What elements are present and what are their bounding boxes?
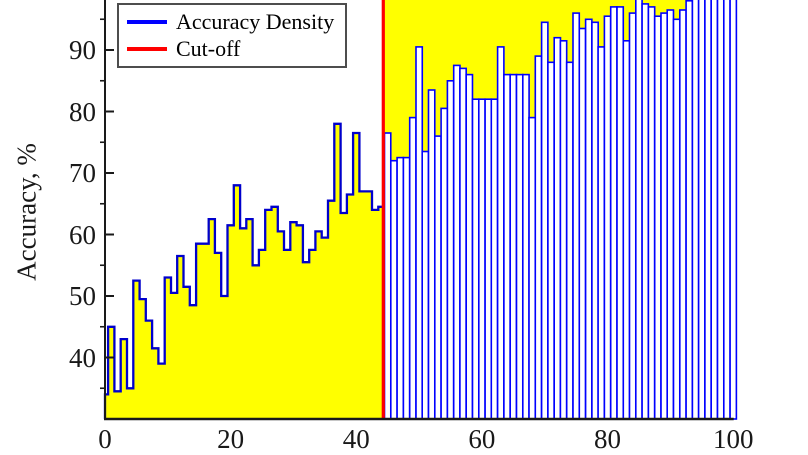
accuracy-bar — [666, 9, 675, 420]
accuracy-bar — [616, 6, 625, 420]
accuracy-bar — [528, 116, 537, 420]
accuracy-bar — [628, 12, 637, 420]
density-area-left — [105, 123, 384, 420]
accuracy-bar — [691, 0, 700, 420]
legend: Accuracy Density Cut-off — [117, 3, 347, 68]
accuracy-bar — [515, 73, 524, 420]
accuracy-bar — [622, 39, 631, 420]
accuracy-bar — [653, 15, 662, 420]
accuracy-bar — [477, 98, 486, 420]
legend-line-sample-red — [127, 46, 167, 51]
accuracy-bar — [559, 39, 568, 420]
accuracy-bar — [446, 80, 455, 420]
accuracy-bar — [465, 73, 474, 420]
accuracy-bar — [547, 61, 555, 420]
accuracy-bar — [484, 98, 493, 420]
y-tick-label: 80 — [69, 96, 96, 127]
y-tick-label: 90 — [69, 35, 96, 65]
accuracy-bar — [672, 18, 681, 420]
x-tick-label: 60 — [468, 424, 496, 454]
accuracy-bar — [421, 150, 430, 420]
accuracy-bar — [603, 15, 612, 420]
accuracy-bar — [402, 156, 411, 420]
accuracy-bar — [389, 159, 398, 420]
accuracy-bar — [578, 27, 587, 420]
accuracy-bar — [509, 73, 518, 420]
legend-line-sample-blue — [127, 19, 167, 24]
accuracy-bar — [396, 156, 405, 420]
accuracy-bar — [609, 6, 618, 420]
accuracy-bar — [685, 0, 694, 420]
accuracy-bar — [678, 9, 687, 420]
accuracy-bar — [729, 0, 738, 420]
accuracy-bar — [722, 0, 731, 420]
y-tick-label: 60 — [69, 219, 96, 250]
accuracy-bar — [521, 73, 530, 420]
accuracy-bar — [710, 0, 719, 420]
x-tick-label: 40 — [342, 424, 370, 454]
accuracy-bar — [553, 36, 562, 420]
legend-item-cutoff: Cut-off — [127, 35, 337, 62]
x-tick-label: 0 — [98, 424, 112, 454]
accuracy-bar — [490, 98, 499, 420]
accuracy-bar — [565, 61, 574, 420]
accuracy-bar — [440, 107, 449, 420]
x-tick-label: 80 — [594, 424, 622, 454]
accuracy-bar — [540, 21, 549, 420]
accuracy-bar — [591, 21, 599, 420]
accuracy-bar — [427, 89, 436, 420]
accuracy-bar — [471, 98, 480, 420]
x-tick-label: 100 — [712, 424, 754, 454]
accuracy-bar — [697, 0, 706, 420]
accuracy-bar — [383, 132, 392, 420]
accuracy-bar — [459, 67, 467, 420]
accuracy-bar — [496, 46, 505, 420]
y-tick-label: 40 — [69, 342, 96, 373]
density-stair-line — [103, 122, 384, 419]
accuracy-bar — [641, 3, 650, 420]
accuracy-bar — [647, 6, 656, 420]
accuracy-bar — [660, 12, 669, 420]
accuracy-bar — [584, 18, 593, 420]
accuracy-bar — [634, 0, 643, 420]
x-tick-label: 20 — [217, 424, 245, 454]
accuracy-bar — [597, 46, 606, 420]
accuracy-bar — [534, 55, 543, 420]
accuracy-bar — [716, 0, 725, 420]
accuracy-bar — [433, 135, 442, 420]
legend-label-accuracy-density: Accuracy Density — [176, 8, 335, 34]
accuracy-bar — [408, 116, 417, 420]
accuracy-bar — [704, 0, 712, 420]
legend-item-accuracy-density: Accuracy Density — [127, 8, 337, 35]
y-tick-label: 50 — [69, 281, 96, 311]
accuracy-bar — [415, 46, 424, 420]
accuracy-bar — [572, 12, 581, 420]
accuracy-bar — [452, 64, 461, 420]
legend-label-cutoff: Cut-off — [176, 35, 241, 61]
accuracy-bar — [503, 73, 511, 420]
y-tick-label: 70 — [69, 158, 96, 188]
